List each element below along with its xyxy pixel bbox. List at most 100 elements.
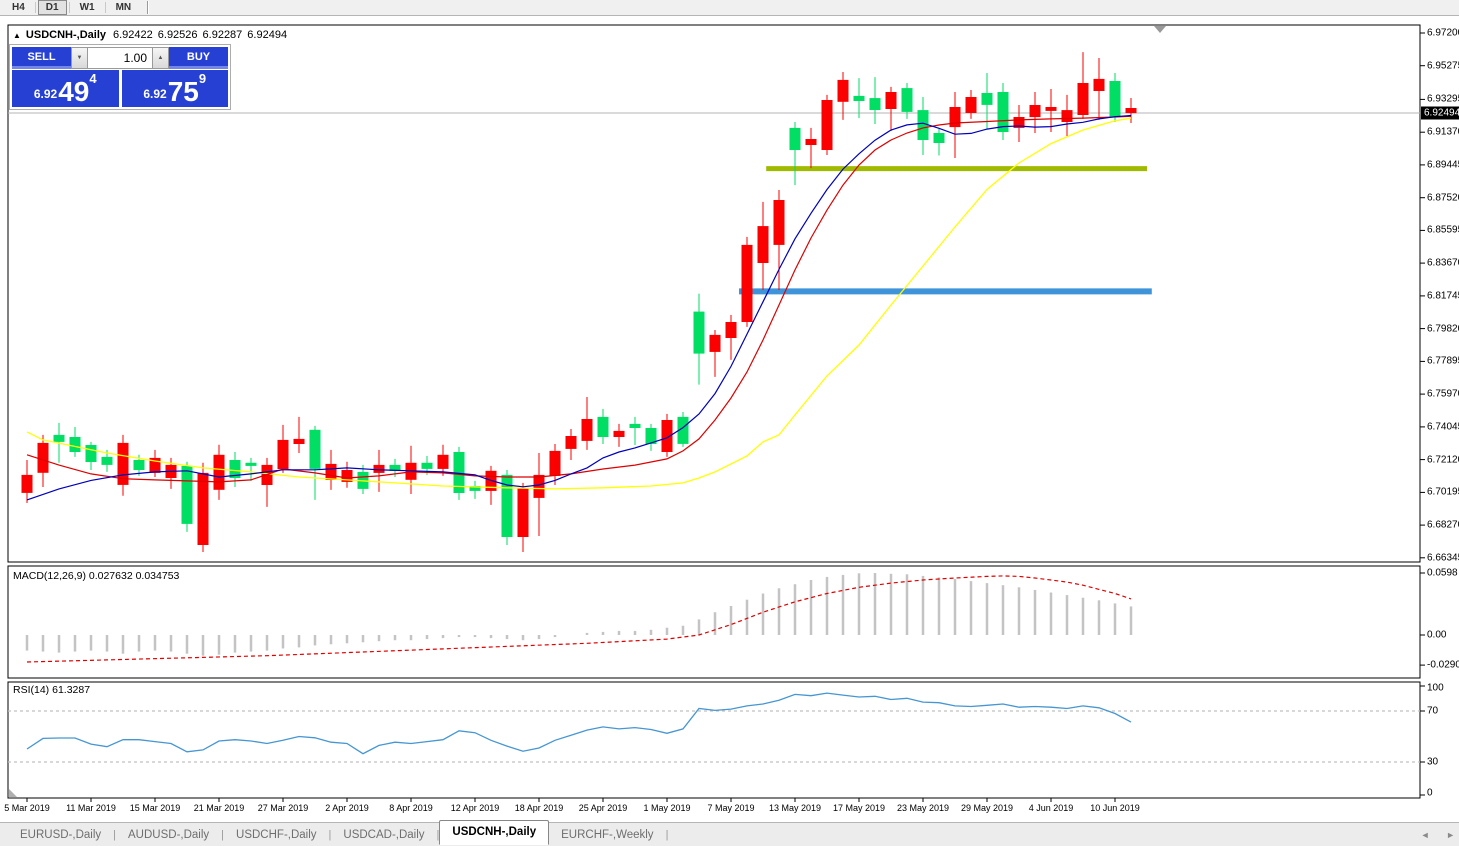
tab-separator: | [665,828,669,841]
price-tick-label: 6.81745 [1427,290,1459,302]
price-tick-label: 6.77895 [1427,355,1459,367]
high-value: 6.92526 [157,29,198,41]
rsi-pane[interactable] [8,692,1420,797]
current-price-label: 6.92494 [1421,106,1459,120]
chart-tab-audusd-daily[interactable]: AUDUSD-,Daily [128,828,210,841]
symbol-period-label: USDCNH-,Daily [25,29,106,41]
sell-price-big: 49 [58,76,90,107]
price-tick-label: 6.95275 [1427,60,1459,72]
volume-increase-button[interactable]: ▲ [152,47,169,69]
price-tick-label: 6.93295 [1427,93,1459,105]
buy-price-big: 75 [167,76,199,107]
volume-input[interactable] [88,47,152,69]
chart-tab-eurusd-daily[interactable]: EURUSD-,Daily [20,828,102,841]
rsi-value: 61.3287 [52,684,91,696]
rsi-tick-label: 0 [1427,787,1433,799]
price-tick-label: 6.91370 [1427,126,1459,138]
macd-signal-line [26,575,1132,663]
rsi-tick-label: 100 [1427,682,1444,694]
price-tick-label: 6.87520 [1427,192,1459,204]
macd-name: MACD(12,26,9) [13,570,86,582]
chart-shift-marker-icon[interactable] [1154,26,1166,33]
date-tick-label: 4 Jun 2019 [1028,803,1074,813]
macd-pane[interactable] [25,573,1133,663]
chart-tab-usdcad-daily[interactable]: USDCAD-,Daily [343,828,425,841]
date-tick-label: 29 May 2019 [960,803,1014,813]
date-tick-label: 1 May 2019 [643,803,691,813]
buy-price-sup: 9 [198,71,207,86]
buy-button[interactable]: BUY [169,47,228,69]
date-tick-label: 2 Apr 2019 [325,803,369,813]
chart-tab-bar: EURUSD-,Daily | AUDUSD-,Daily | USDCHF-,Dail… [0,820,1459,846]
price-tick-label: 6.68270 [1427,519,1459,531]
price-tick-label: 6.89445 [1427,159,1459,171]
date-tick-label: 11 Mar 2019 [66,803,116,813]
price-tick-label: 6.83670 [1427,257,1459,269]
date-tick-label: 17 May 2019 [832,803,886,813]
tab-separator: | [113,828,117,841]
rsi-indicator-label: RSI(14) 61.3287 [13,684,90,696]
date-tick-label: 8 Apr 2019 [389,803,433,813]
open-value: 6.92422 [113,29,153,41]
rsi-tick-label: 70 [1427,705,1439,717]
date-tick-label: 10 Jun 2019 [1090,803,1140,813]
date-tick-label: 23 May 2019 [896,803,950,813]
tab-separator: | [436,828,440,841]
rsi-name: RSI(14) [13,684,50,696]
buy-price-prefix: 6.92 [143,87,167,101]
chart-tab-usdchf-daily[interactable]: USDCHF-,Daily [236,828,317,841]
macd-tick-label: -0.02904 [1427,659,1459,671]
toolbar-separator [68,2,70,13]
low-value: 6.92287 [202,29,243,41]
timeframe-button-d1[interactable]: D1 [37,0,67,15]
close-value: 6.92494 [247,29,288,41]
rsi-tick-label: 30 [1427,756,1439,768]
pane-resize-grip-icon[interactable] [9,789,17,797]
rsi-line [26,692,1132,755]
date-tick-label: 27 Mar 2019 [257,803,309,813]
macd-values: 0.027632 0.034753 [88,570,180,582]
toolbar-group-separator [147,1,150,14]
price-tick-label: 6.70195 [1427,486,1459,498]
date-tick-label: 12 Apr 2019 [450,803,500,813]
toolbar-separator [34,2,36,13]
tab-separator: | [328,828,332,841]
price-tick-label: 6.75970 [1427,388,1459,400]
date-tick-label: 18 Apr 2019 [514,803,564,813]
sell-price-prefix: 6.92 [33,87,58,101]
buy-price-display[interactable]: 6.92 75 9 [121,70,228,107]
date-tick-label: 15 Mar 2019 [129,803,181,813]
price-tick-label: 6.85595 [1427,224,1459,236]
main-pane[interactable] [8,52,1420,552]
volume-decrease-button[interactable]: ▼ [71,47,88,69]
price-tick-label: 6.97200 [1427,27,1459,39]
date-tick-label: 21 Mar 2019 [193,803,245,813]
toolbar-separator [104,2,106,13]
tab-scroll-arrows: ◄ ► [1407,830,1455,840]
price-tick-label: 6.66345 [1427,552,1459,564]
timeframe-button-mn[interactable]: MN [115,2,132,13]
ma-fast-blue [26,114,1132,501]
date-tick-label: 13 May 2019 [768,803,822,813]
date-tick-label: 25 Apr 2019 [578,803,628,813]
timeframe-toolbar: H4 D1 W1 MN [0,0,1459,16]
macd-tick-label: 0.00 [1427,629,1447,641]
chart-tab-usdcnh-daily[interactable]: USDCNH-,Daily [439,820,550,845]
sell-price-display[interactable]: 6.92 49 4 [12,70,119,107]
axis-ticks [26,32,1425,802]
chart-tab-eurchf-weekly[interactable]: EURCHF-,Weekly [561,828,654,841]
sell-price-sup: 4 [89,71,97,86]
timeframe-button-h4[interactable]: H4 [12,2,25,13]
sell-button[interactable]: SELL [12,47,71,69]
timeframe-button-w1[interactable]: W1 [79,2,95,13]
price-tick-label: 6.72120 [1427,454,1459,466]
collapse-panel-icon[interactable]: ▲ [13,31,21,40]
macd-indicator-label: MACD(12,26,9) 0.027632 0.034753 [13,570,179,582]
ma-mid-red [26,115,1132,483]
tab-separator: | [221,828,225,841]
tab-scroll-right-icon[interactable]: ► [1446,830,1455,840]
tab-scroll-left-icon[interactable]: ◄ [1420,830,1430,840]
macd-tick-label: 0.0598 [1427,567,1458,579]
